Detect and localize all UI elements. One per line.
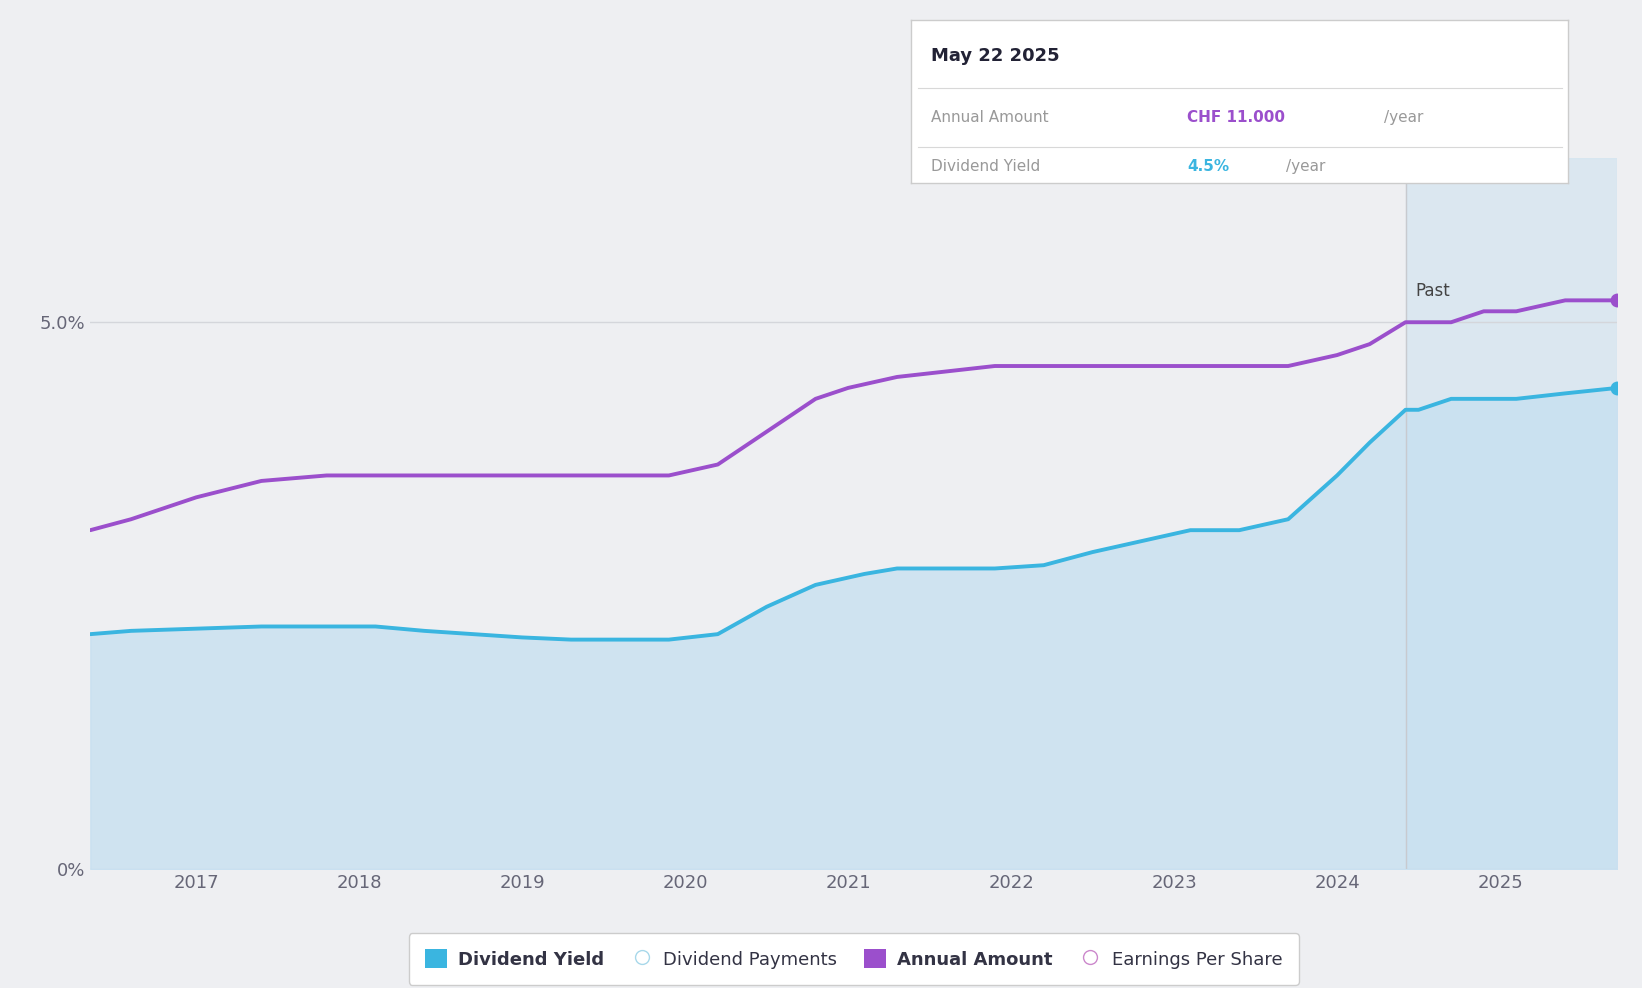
Text: /year: /year	[1286, 159, 1325, 174]
Text: 4.5%: 4.5%	[1187, 159, 1230, 174]
Legend: Dividend Yield, Dividend Payments, Annual Amount, Earnings Per Share: Dividend Yield, Dividend Payments, Annua…	[409, 933, 1299, 985]
Text: CHF 11.000: CHF 11.000	[1187, 110, 1286, 125]
Text: Past: Past	[1415, 283, 1450, 300]
Text: /year: /year	[1384, 110, 1424, 125]
Text: Dividend Yield: Dividend Yield	[931, 159, 1041, 174]
Bar	[1406, 158, 1617, 869]
Text: May 22 2025: May 22 2025	[931, 46, 1059, 64]
Text: Annual Amount: Annual Amount	[931, 110, 1049, 125]
